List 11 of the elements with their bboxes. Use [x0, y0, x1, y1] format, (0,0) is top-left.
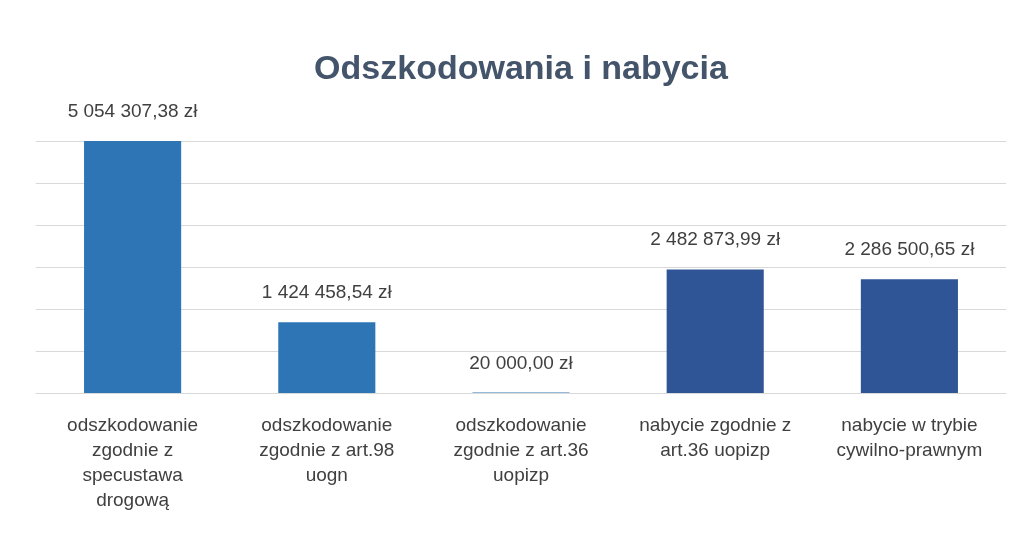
data-label: 20 000,00 zł: [469, 351, 574, 373]
data-label: 2 482 873,99 zł: [650, 228, 781, 250]
x-tick-label: nabycie zgodnie z art.36 uopizp: [639, 413, 792, 460]
data-label: 1 424 458,54 zł: [261, 281, 393, 303]
x-tick-label: nabycie w trybie cywilno-prawnym: [836, 413, 983, 460]
x-tick-label: odszkodowanie zgodnie z art.36 uopizp: [453, 413, 589, 485]
data-label: 5 054 307,38 zł: [67, 100, 199, 121]
data-label: 2 286 500,65 zł: [844, 238, 976, 260]
x-tick-label: odszkodowanie zgodnie z specustawa drogową: [67, 413, 199, 511]
chart-title: Odszkodowania i nabycia: [314, 47, 729, 86]
x-tick-label: odszkodowanie zgodnie z art.98 uogn: [259, 413, 395, 485]
